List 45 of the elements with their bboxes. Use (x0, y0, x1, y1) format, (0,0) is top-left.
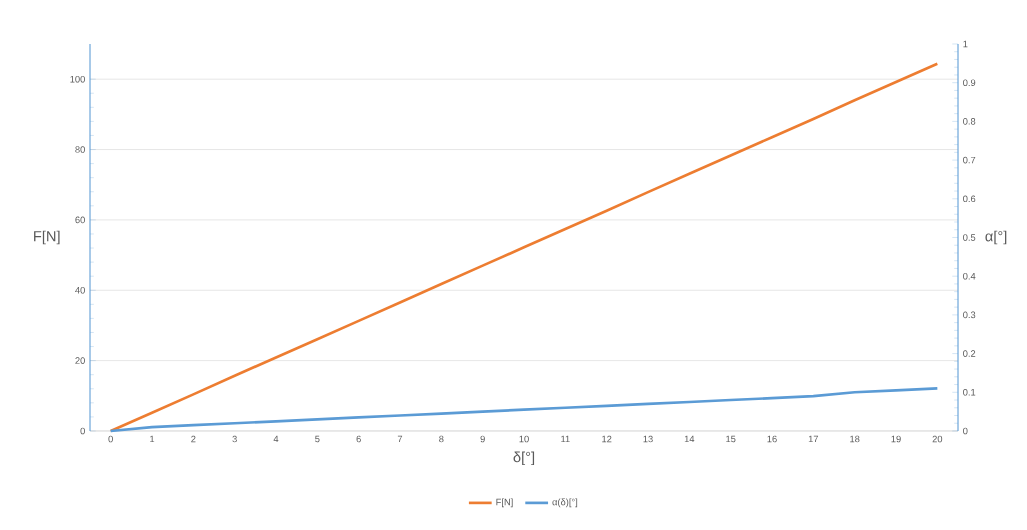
x-tick-label: 18 (850, 435, 860, 443)
x-tick-label: 11 (561, 435, 570, 443)
y-tick-label: 0 (80, 427, 85, 435)
y2-tick-label: 1 (963, 40, 968, 48)
x-tick-label: 4 (273, 435, 279, 443)
x-tick-label: 14 (684, 435, 695, 443)
y-tick-label: 20 (75, 357, 85, 364)
x-tick-label: 8 (439, 435, 444, 443)
x-tick-label: 0 (108, 435, 113, 443)
x-tick-label: 3 (232, 435, 237, 443)
y2-tick-label: 0.5 (963, 234, 976, 241)
x-tick-label: 5 (315, 435, 320, 443)
y2-tick-label: 0.1 (963, 389, 976, 396)
legend-label: α(δ)[°] (552, 498, 578, 508)
x-tick-label: 7 (397, 435, 403, 443)
y-tick-label: 60 (75, 216, 85, 224)
x-tick-label: 12 (602, 435, 612, 443)
x-tick-label: 15 (726, 435, 736, 443)
y-axis-title: F[N] (34, 230, 60, 245)
x-tick-label: 19 (891, 435, 901, 443)
x-tick-label: 10 (519, 435, 529, 443)
line-series (109, 62, 939, 433)
y2-tick-label: 0.2 (963, 350, 976, 357)
y2-tick-label: 0.8 (963, 118, 976, 125)
x-tick-label: 20 (932, 435, 943, 443)
x-tick-label: 13 (643, 435, 653, 443)
x-tick-label: 9 (480, 435, 485, 443)
y2-axis-title: α[°] (985, 230, 1007, 245)
y-tick-label: 100 (70, 75, 85, 83)
x-tick-label: 6 (356, 435, 361, 443)
y2-tick-label: 0.7 (963, 156, 976, 164)
legend-label: F[N] (496, 498, 513, 508)
y2-tick-label: 0.6 (963, 195, 976, 203)
y-tick-label: 40 (75, 286, 85, 294)
y2-tick-label: 0.4 (963, 272, 976, 280)
y-tick-label: 80 (75, 146, 85, 153)
y2-tick-label: 0 (963, 427, 968, 435)
x-tick-label: 16 (767, 435, 777, 443)
x-tick-label: 2 (191, 435, 196, 443)
x-axis-title: δ[°] (513, 451, 535, 466)
y2-tick-label: 0.9 (963, 79, 976, 86)
x-tick-label: 1 (150, 435, 155, 443)
x-tick-label: 17 (808, 435, 819, 443)
line-series (109, 387, 939, 433)
y2-tick-label: 0.3 (963, 311, 976, 319)
